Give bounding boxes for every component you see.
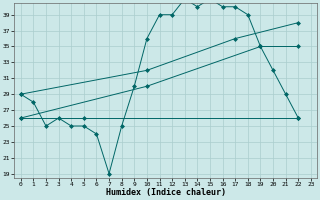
X-axis label: Humidex (Indice chaleur): Humidex (Indice chaleur): [106, 188, 226, 197]
